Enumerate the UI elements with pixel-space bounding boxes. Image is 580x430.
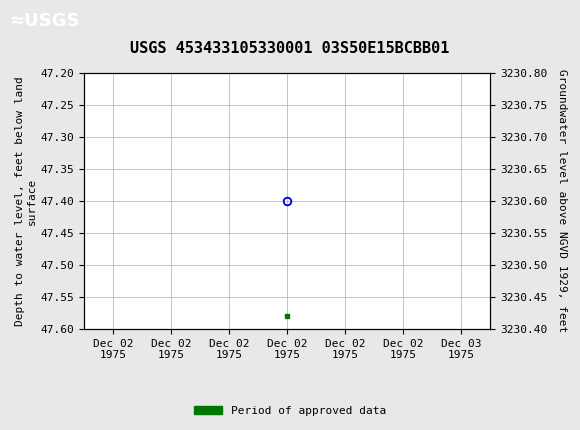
Text: ≈USGS: ≈USGS [9,12,79,31]
Text: USGS 453433105330001 03S50E15BCBB01: USGS 453433105330001 03S50E15BCBB01 [130,41,450,56]
Y-axis label: Groundwater level above NGVD 1929, feet: Groundwater level above NGVD 1929, feet [557,69,567,333]
Y-axis label: Depth to water level, feet below land
surface: Depth to water level, feet below land su… [15,76,37,326]
Legend: Period of approved data: Period of approved data [190,401,390,420]
